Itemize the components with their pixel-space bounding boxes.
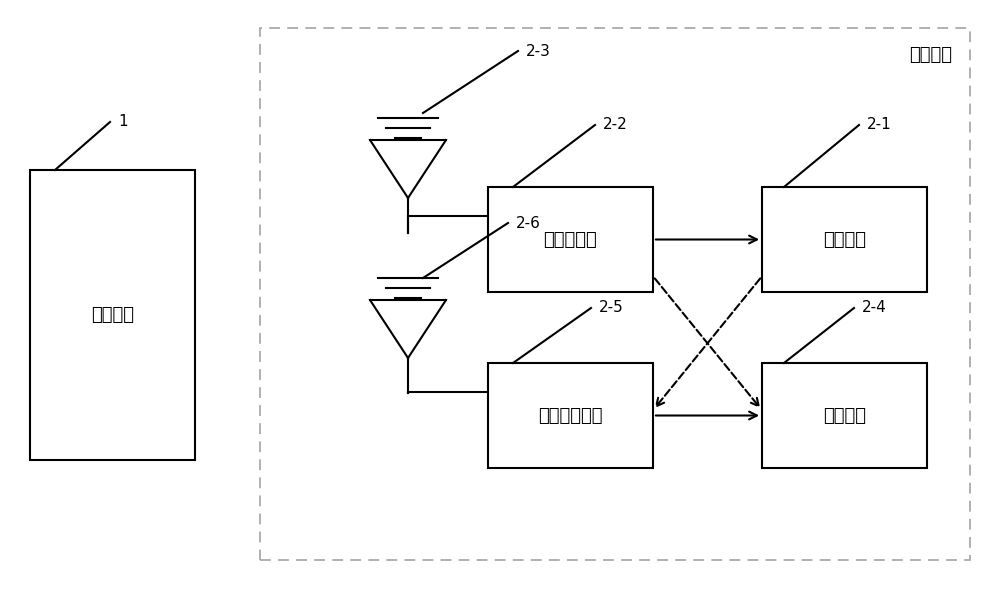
Text: 2-6: 2-6 xyxy=(516,215,541,231)
Bar xyxy=(488,363,653,468)
Bar xyxy=(762,187,927,292)
Text: 2-5: 2-5 xyxy=(599,300,624,316)
Text: 能源基站: 能源基站 xyxy=(91,306,134,324)
Text: 1: 1 xyxy=(118,114,128,129)
Text: 终端设备: 终端设备 xyxy=(909,46,952,64)
Text: 第一电池: 第一电池 xyxy=(823,231,866,248)
Bar xyxy=(30,170,195,460)
Text: 数据收发模块: 数据收发模块 xyxy=(538,407,603,424)
Text: 能量转换器: 能量转换器 xyxy=(544,231,597,248)
Text: 2-1: 2-1 xyxy=(867,117,892,133)
Text: 第二电池: 第二电池 xyxy=(823,407,866,424)
Bar xyxy=(488,187,653,292)
Text: 2-4: 2-4 xyxy=(862,300,887,316)
Text: 2-2: 2-2 xyxy=(603,117,628,133)
Text: 2-3: 2-3 xyxy=(526,44,551,58)
Bar xyxy=(762,363,927,468)
Bar xyxy=(260,28,970,560)
